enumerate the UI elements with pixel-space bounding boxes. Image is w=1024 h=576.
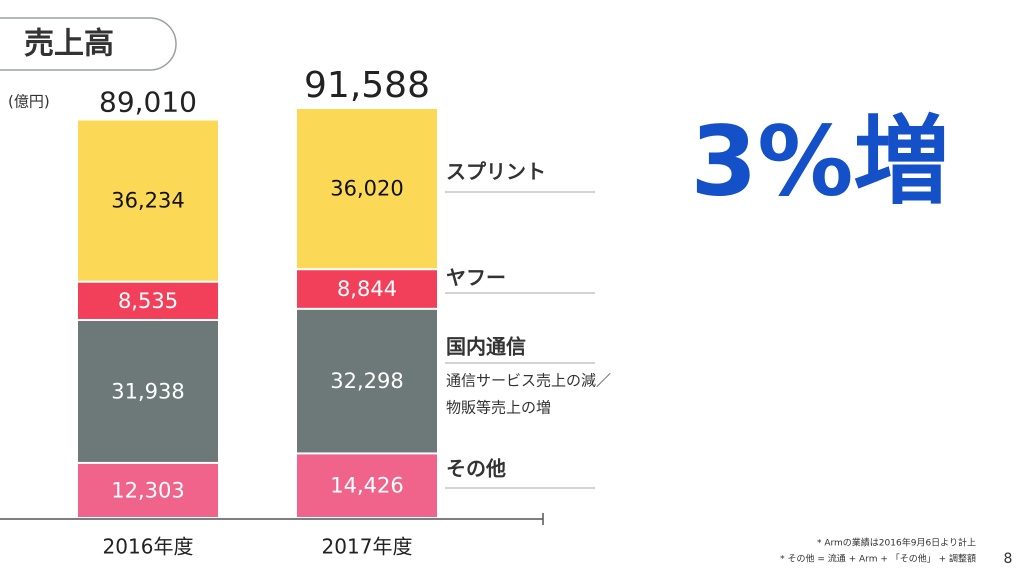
bar-segment [297,270,437,308]
footnote: * その他 = 流通 + Arm + 「その他」 + 調整額 [780,553,976,565]
x-tick-label: 2016年度 [103,535,194,559]
value-label: 36,020 [330,177,403,201]
legend-label: ヤフー [446,266,506,290]
bar-segment [297,109,437,269]
value-label: 12,303 [111,478,184,502]
value-label: 32,298 [330,369,403,393]
bar-segment [78,282,218,319]
headline: 3%増 [691,105,950,217]
value-label: 8,844 [337,277,397,301]
bar-segment [78,120,218,281]
total-label: 89,010 [99,86,197,119]
footnote: * Armの業績は2016年9月6日より計上 [817,537,976,549]
bar-segment [78,320,218,462]
unit-label: (億円) [8,93,50,111]
value-label: 8,535 [118,289,178,313]
bar-segment [297,309,437,453]
page-number: 8 [1004,551,1013,567]
bar-segment [78,463,218,517]
total-label: 91,588 [304,65,430,106]
x-tick-label: 2017年度 [322,535,413,559]
annotation: 通信サービス売上の減／ [446,372,611,390]
legend-label: スプリント [446,160,546,184]
title-frame [0,17,177,71]
bar-segment [297,454,437,517]
value-label: 36,234 [111,189,184,213]
value-label: 31,938 [111,379,184,403]
annotation: 物販等売上の増 [446,399,551,417]
legend-label: その他 [446,457,506,481]
slide-title: 売上高 [24,27,114,62]
legend-label: 国内通信 [446,335,526,359]
value-label: 14,426 [330,474,403,498]
